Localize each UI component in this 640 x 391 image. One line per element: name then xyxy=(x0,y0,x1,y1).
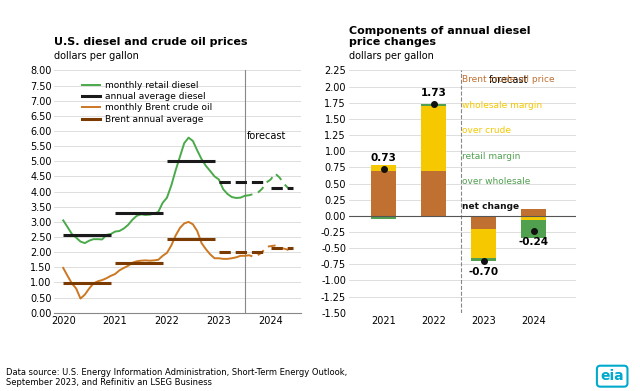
Text: retail margin: retail margin xyxy=(462,152,521,161)
Text: forecast: forecast xyxy=(489,75,528,85)
Bar xyxy=(371,165,396,170)
Text: -0.70: -0.70 xyxy=(468,267,499,277)
Text: forecast: forecast xyxy=(247,131,286,140)
Text: 1.73: 1.73 xyxy=(420,88,447,98)
Bar xyxy=(471,216,496,229)
Bar xyxy=(371,216,396,219)
Bar xyxy=(421,104,446,106)
Text: Data source: U.S. Energy Information Administration, Short-Term Energy Outlook,
: Data source: U.S. Energy Information Adm… xyxy=(6,368,348,387)
Text: 0.73: 0.73 xyxy=(371,153,397,163)
Text: dollars per gallon: dollars per gallon xyxy=(54,51,140,61)
Bar xyxy=(521,221,546,238)
Text: -0.24: -0.24 xyxy=(518,237,548,247)
Bar xyxy=(521,209,546,216)
Bar xyxy=(471,229,496,258)
Text: net change: net change xyxy=(462,203,520,212)
Bar xyxy=(521,216,546,221)
Legend: monthly retail diesel, annual average diesel, monthly Brent crude oil, Brent ann: monthly retail diesel, annual average di… xyxy=(79,77,216,127)
Text: U.S. diesel and crude oil prices: U.S. diesel and crude oil prices xyxy=(54,38,248,47)
Text: Components of annual diesel
price changes: Components of annual diesel price change… xyxy=(349,26,531,47)
Text: dollars per gallon: dollars per gallon xyxy=(349,51,434,61)
Bar xyxy=(421,106,446,170)
Bar xyxy=(421,170,446,216)
Text: over wholesale: over wholesale xyxy=(462,177,531,186)
Text: Brent crude oil price: Brent crude oil price xyxy=(462,75,555,84)
Bar xyxy=(371,170,396,216)
Text: wholesale margin: wholesale margin xyxy=(462,100,543,110)
Text: eia: eia xyxy=(600,369,624,383)
Text: over crude: over crude xyxy=(462,126,511,135)
Bar xyxy=(471,258,496,261)
